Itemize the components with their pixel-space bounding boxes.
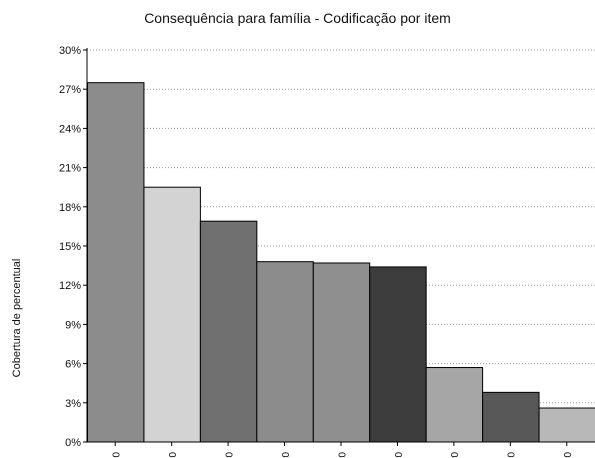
bar-04 — [425, 367, 484, 443]
y-tick-label: 18% — [59, 202, 81, 214]
chart-title: Consequência para família - Codificação … — [144, 10, 451, 26]
y-tick-label: 3% — [65, 398, 81, 410]
x-tick-label: 02 — [505, 452, 516, 458]
y-tick-label: 30% — [59, 45, 81, 57]
x-tick-label: 06 — [392, 452, 403, 458]
y-tick-label: 21% — [59, 163, 81, 175]
x-tick-label: 01 — [335, 452, 346, 458]
bar-05 — [538, 407, 595, 443]
x-tick-label: 03 — [222, 452, 233, 458]
bar-09 — [143, 186, 201, 443]
y-tick-label: 6% — [65, 359, 81, 371]
y-tick-label: 15% — [59, 241, 81, 253]
bar-02 — [482, 391, 540, 443]
x-tick-label: 07 — [279, 452, 290, 458]
y-tick-label: 24% — [59, 123, 81, 135]
x-tick-label: 04 — [448, 452, 459, 458]
x-tick-label: 08 — [110, 452, 121, 458]
bar-08 — [87, 82, 145, 443]
bar-03 — [199, 220, 258, 443]
y-tick-label: 12% — [59, 280, 81, 292]
x-tick-label: 09 — [166, 452, 177, 458]
y-tick-label: 27% — [59, 84, 81, 96]
axis-layer: 0% 3% 6% 9% 12% 15% 18% 21% 24% 27% 30% 08 09 03 07 01 0… — [59, 45, 595, 458]
bar-06 — [369, 266, 427, 443]
y-tick-label: 9% — [65, 319, 81, 331]
x-tick-label: 05 — [561, 452, 572, 458]
bar-07 — [256, 261, 314, 443]
bars-layer — [87, 82, 595, 443]
bar-01 — [312, 262, 371, 443]
y-tick-label: 0% — [65, 437, 81, 449]
